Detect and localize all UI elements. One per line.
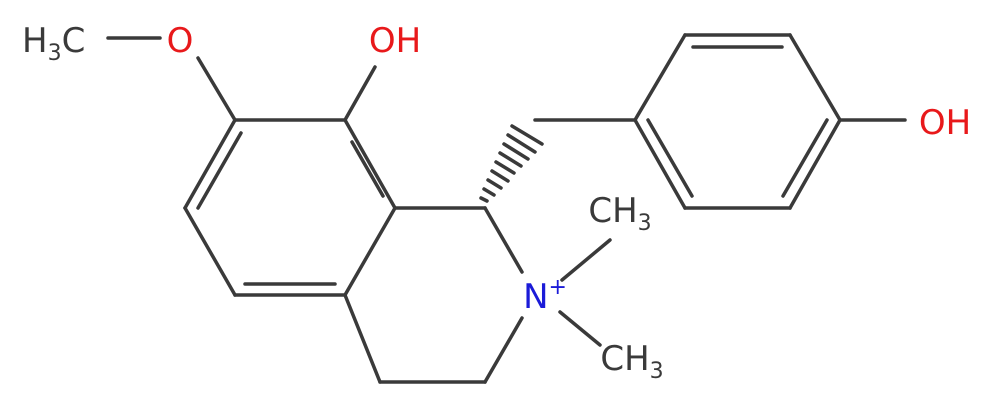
atom-labels: H3​C O OH OH N+ CH3​ CH3​ (22, 21, 971, 384)
bonds (106, 33, 907, 384)
nitrogen-label: N+ (523, 275, 567, 317)
hydroxyl-label: OH (369, 21, 421, 61)
methyl-label: CH3​ (588, 191, 651, 236)
oxygen-label: O (167, 21, 194, 61)
hydroxyl-label: OH (919, 103, 971, 143)
methyl-label: H3​C (22, 21, 85, 66)
methyl-label: CH3​ (600, 339, 663, 384)
